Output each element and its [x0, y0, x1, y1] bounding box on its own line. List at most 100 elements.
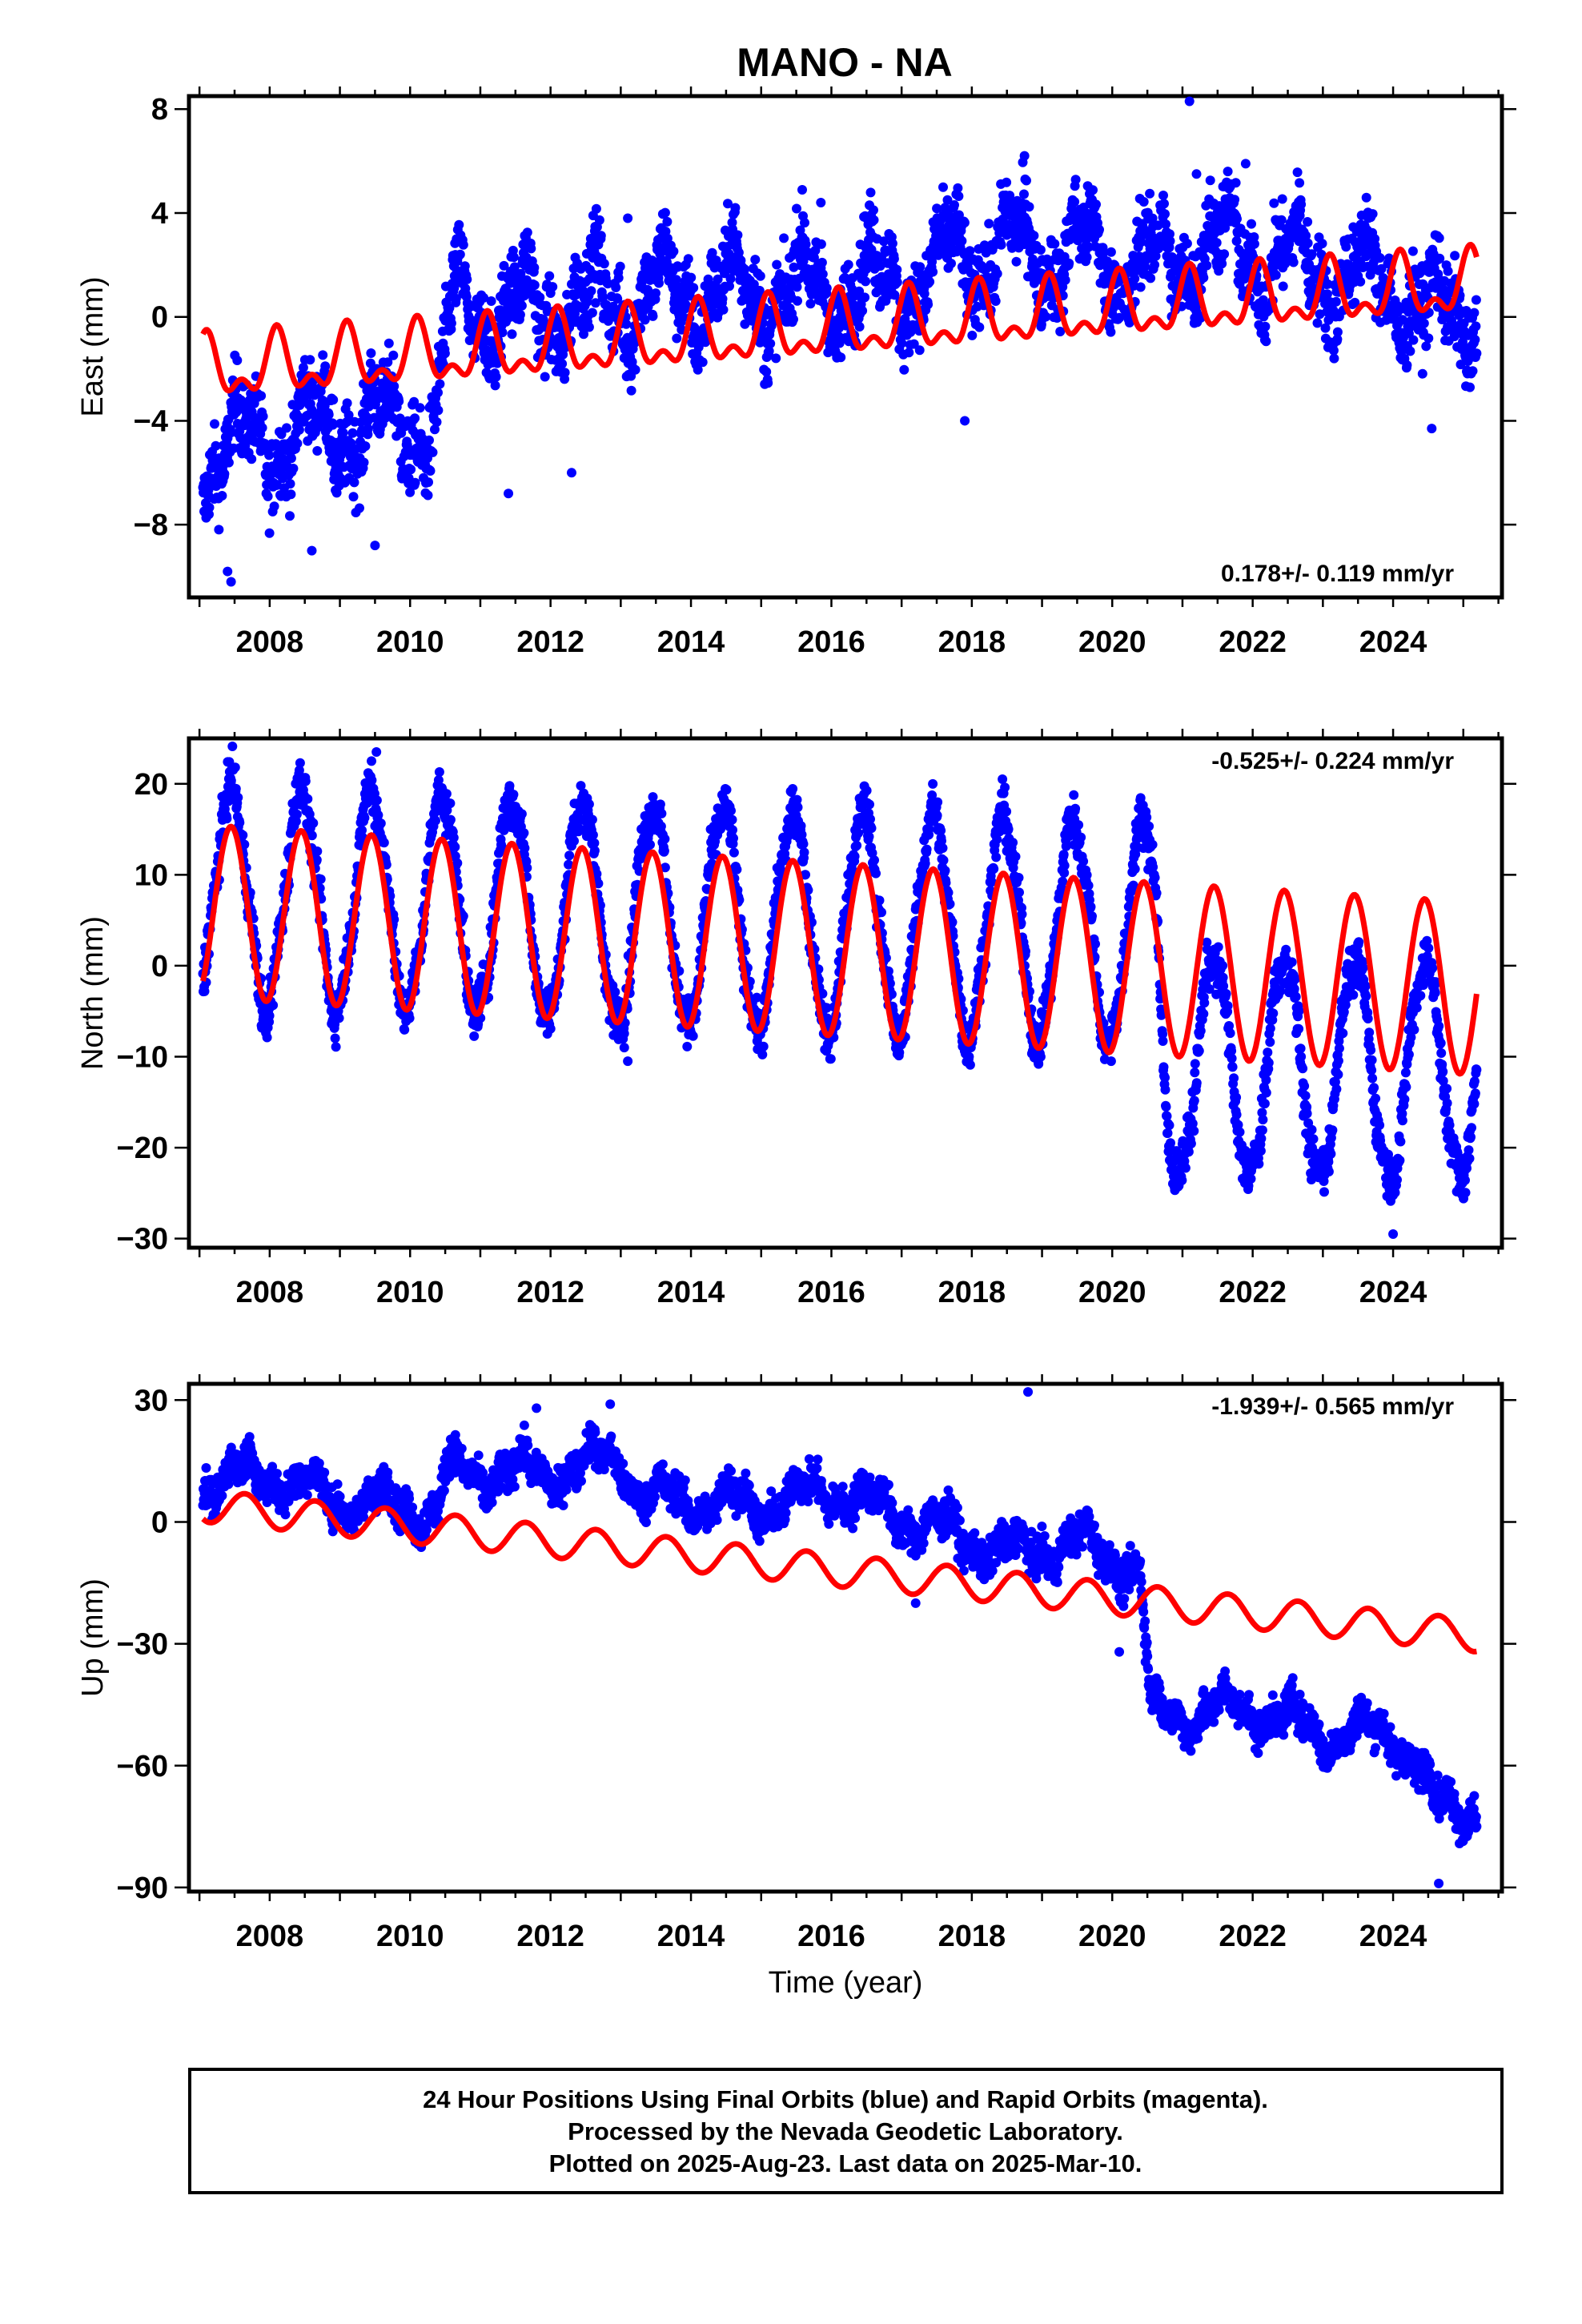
data-point — [507, 329, 517, 340]
data-point — [923, 300, 934, 310]
data-point — [230, 762, 240, 773]
data-point — [615, 261, 625, 271]
data-point — [942, 195, 953, 205]
data-point — [1124, 317, 1134, 328]
data-point — [843, 259, 853, 270]
data-point — [451, 293, 461, 304]
data-point — [520, 843, 530, 853]
data-point — [669, 246, 679, 256]
data-point — [974, 322, 985, 332]
data-point — [800, 218, 809, 228]
data-point — [672, 333, 682, 344]
data-point — [821, 1003, 832, 1013]
data-point — [460, 261, 470, 271]
data-point — [799, 847, 809, 858]
data-point — [1019, 151, 1030, 161]
data-point — [425, 466, 436, 476]
data-point — [726, 806, 736, 816]
data-point — [713, 274, 723, 284]
x-tick-label: 2024 — [1359, 625, 1427, 659]
data-point — [499, 260, 509, 271]
data-point — [286, 489, 296, 500]
data-point — [343, 410, 354, 420]
data-point — [792, 794, 802, 805]
data-point — [569, 836, 579, 846]
data-point — [227, 742, 238, 751]
data-point — [256, 391, 267, 401]
data-point — [1161, 219, 1170, 229]
data-point — [603, 279, 613, 289]
data-point — [1423, 333, 1434, 344]
data-point — [1367, 209, 1378, 219]
data-point — [516, 809, 527, 819]
data-point — [792, 282, 802, 292]
data-point — [1022, 175, 1031, 186]
x-tick-label: 2022 — [1219, 1276, 1287, 1309]
x-tick-label: 2024 — [1359, 1276, 1427, 1309]
data-point — [885, 979, 895, 988]
data-point — [217, 491, 227, 501]
data-point — [656, 808, 667, 818]
data-point — [1435, 253, 1445, 263]
data-point — [725, 274, 736, 283]
data-point — [433, 388, 443, 398]
y-axis-label: North (mm) — [76, 916, 110, 1070]
data-point — [1376, 263, 1387, 274]
data-point — [697, 357, 708, 368]
x-tick-label: 2010 — [376, 1276, 444, 1309]
data-point — [733, 230, 743, 240]
data-point — [758, 1041, 769, 1051]
data-point — [222, 814, 232, 824]
data-point — [1328, 345, 1339, 356]
data-point — [816, 239, 826, 249]
data-point — [1106, 247, 1116, 257]
data-point — [264, 450, 275, 460]
plot-frame — [187, 94, 1504, 600]
data-point — [566, 468, 576, 478]
data-point — [757, 1049, 768, 1059]
data-point — [380, 412, 391, 423]
data-point — [836, 352, 846, 363]
data-point — [640, 315, 650, 325]
data-point — [1419, 318, 1429, 328]
data-point — [307, 830, 317, 841]
data-point — [754, 285, 765, 296]
data-point — [849, 851, 860, 862]
data-point — [1301, 231, 1311, 241]
data-point — [593, 879, 604, 889]
data-point — [388, 350, 399, 360]
data-point — [445, 814, 456, 825]
data-point — [348, 492, 359, 502]
data-point — [889, 254, 899, 264]
data-point — [576, 825, 586, 835]
data-point — [1277, 194, 1287, 204]
data-point — [660, 207, 670, 218]
data-point — [1035, 245, 1046, 255]
data-point — [223, 457, 234, 468]
data-point — [330, 1033, 340, 1043]
y-tick-label: 0 — [151, 301, 168, 335]
data-point — [1322, 289, 1332, 300]
data-point — [291, 816, 301, 826]
data-point — [1450, 251, 1460, 261]
y-tick-label: 0 — [151, 950, 168, 983]
data-point — [584, 799, 594, 810]
data-point — [409, 396, 420, 407]
data-point — [233, 792, 243, 802]
data-point — [291, 809, 302, 819]
data-point — [725, 281, 734, 292]
data-point — [861, 276, 871, 287]
data-point — [761, 367, 772, 377]
data-point — [1052, 313, 1062, 323]
data-point — [1247, 219, 1256, 229]
data-point — [440, 348, 450, 359]
data-point — [1402, 360, 1412, 370]
data-point — [689, 283, 699, 293]
data-point — [359, 813, 370, 823]
y-axis-label: East (mm) — [76, 276, 110, 416]
data-point — [1427, 424, 1437, 434]
data-point — [560, 368, 570, 378]
data-point — [857, 306, 868, 316]
data-point — [772, 259, 782, 270]
data-point — [288, 464, 299, 473]
